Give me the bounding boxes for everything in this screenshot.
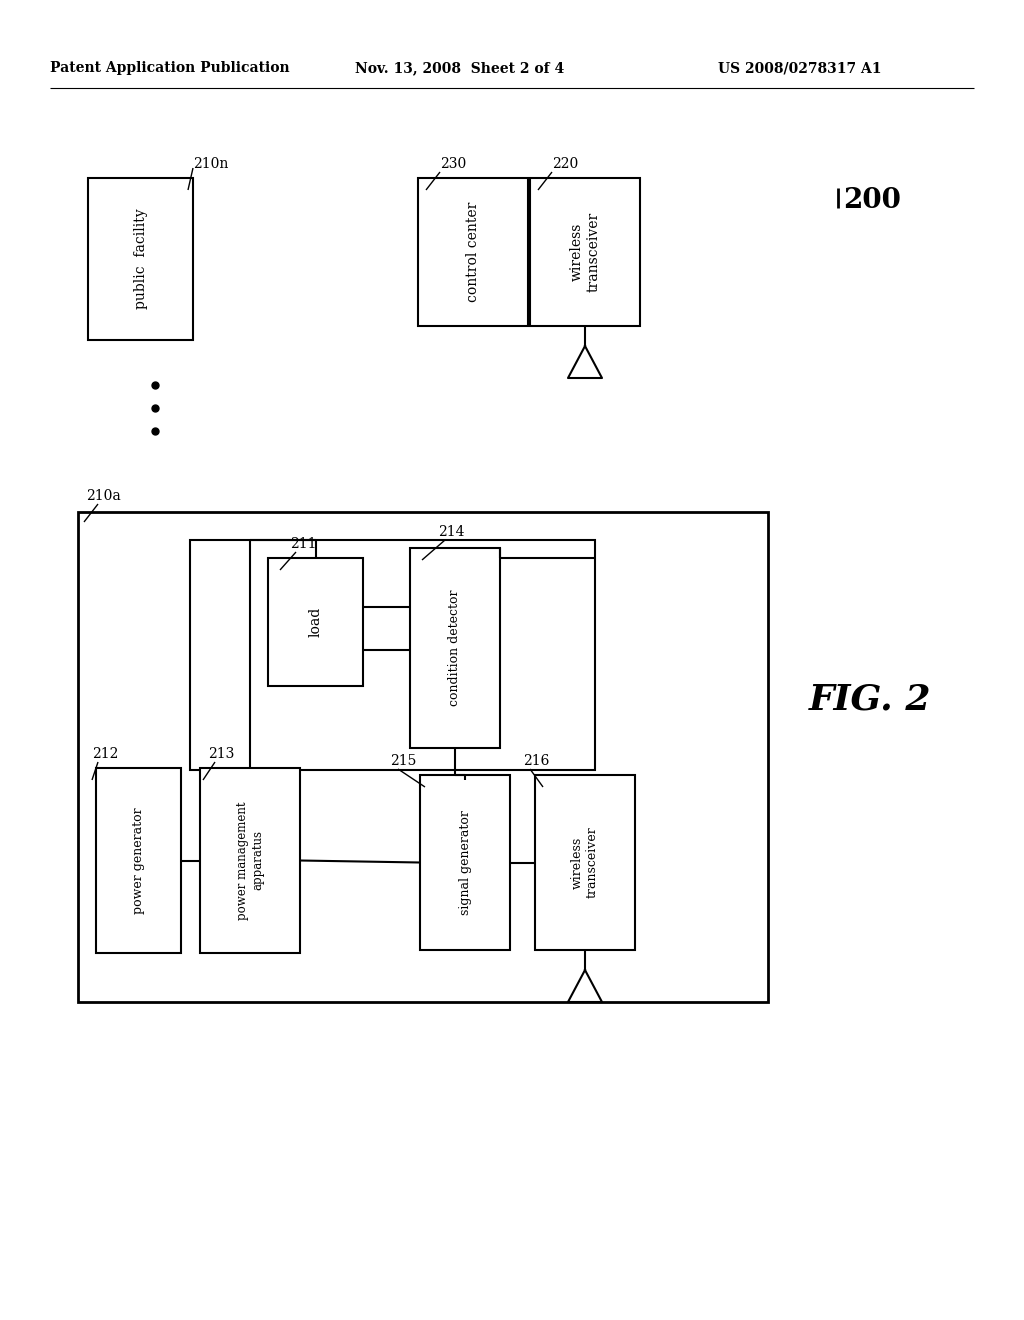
Text: power management
apparatus: power management apparatus	[236, 801, 264, 920]
Text: 210n: 210n	[193, 157, 228, 172]
Bar	[420, 775, 510, 950]
Text: 230: 230	[440, 157, 466, 172]
Bar	[88, 178, 193, 341]
Bar	[96, 768, 181, 953]
Text: Patent Application Publication: Patent Application Publication	[50, 61, 290, 75]
Text: US 2008/0278317 A1: US 2008/0278317 A1	[718, 61, 882, 75]
Text: public  facility: public facility	[133, 209, 147, 309]
Bar	[190, 540, 595, 770]
Text: control center: control center	[466, 202, 480, 302]
Text: 215: 215	[390, 754, 417, 768]
Bar	[530, 178, 640, 326]
Text: power generator: power generator	[132, 808, 145, 913]
Bar	[78, 512, 768, 1002]
Text: 210a: 210a	[86, 488, 121, 503]
Bar	[410, 548, 500, 748]
Bar	[268, 558, 362, 686]
Text: condition detector: condition detector	[449, 590, 462, 706]
Text: 216: 216	[523, 754, 549, 768]
Text: 213: 213	[208, 747, 234, 762]
Text: 200: 200	[843, 186, 901, 214]
Text: load: load	[308, 607, 323, 638]
Text: wireless
transceiver: wireless transceiver	[571, 826, 599, 899]
Bar	[535, 775, 635, 950]
Bar	[200, 768, 300, 953]
Bar	[418, 178, 528, 326]
Text: 212: 212	[92, 747, 119, 762]
Text: 220: 220	[552, 157, 579, 172]
Text: 214: 214	[438, 525, 465, 539]
Text: signal generator: signal generator	[459, 810, 471, 915]
Text: 211: 211	[290, 537, 316, 550]
Text: FIG. 2: FIG. 2	[809, 682, 931, 717]
Text: wireless
transceiver: wireless transceiver	[570, 213, 600, 292]
Text: Nov. 13, 2008  Sheet 2 of 4: Nov. 13, 2008 Sheet 2 of 4	[355, 61, 564, 75]
